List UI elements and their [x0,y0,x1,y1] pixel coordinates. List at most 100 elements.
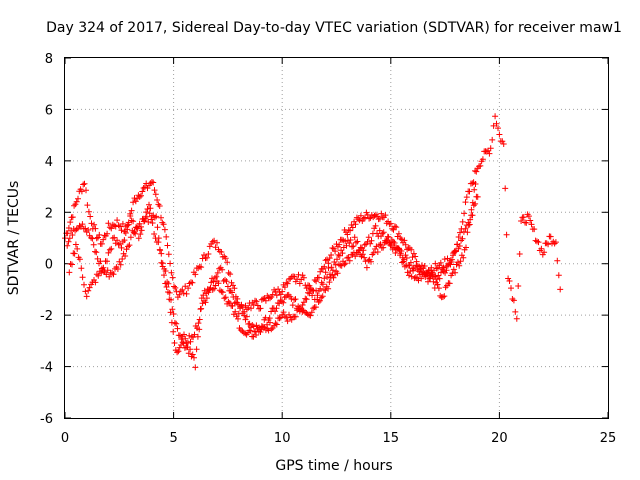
data-point [442,269,449,276]
data-point [454,241,460,248]
data-point [286,311,292,318]
data-point [397,235,404,242]
data-point [213,273,220,280]
data-point [92,225,99,232]
data-point [186,280,193,287]
data-point [130,218,137,225]
chart-title: Day 324 of 2017, Sidereal Day-to-day VTE… [46,20,622,36]
data-point [307,286,314,293]
data-point [165,251,172,258]
data-point [310,305,317,312]
data-point [183,290,190,297]
data-point [457,258,464,265]
data-point [335,251,342,258]
data-point [365,234,372,241]
y-tick-label: -4 [40,361,53,376]
data-point [276,315,283,322]
data-point [130,199,137,206]
data-point [305,289,311,296]
data-point [273,305,280,312]
data-point [353,239,359,246]
data-point [388,242,395,248]
data-point [352,221,359,228]
data-point [248,305,254,312]
data-point [137,231,144,238]
data-point [269,291,276,298]
data-point [119,256,126,262]
data-point [374,230,380,237]
data-point [315,274,322,281]
data-point [69,261,75,268]
data-point [302,295,309,302]
data-point [329,267,336,274]
data-point [329,245,336,251]
x-tick-label: 15 [383,431,400,446]
data-point [334,270,341,277]
data-point [327,271,333,278]
data-point [169,274,176,281]
data-point [219,266,226,273]
data-point [440,264,447,271]
data-point [194,333,201,340]
data-point [360,215,367,222]
data-point [300,299,307,306]
data-point [455,245,462,252]
data-point [409,254,416,261]
data-point [171,283,177,290]
data-point [66,235,73,242]
data-point [196,326,203,333]
y-tick-label: 6 [45,103,53,118]
data-point [500,141,507,147]
data-point [465,222,472,228]
data-point [196,316,203,323]
data-point [359,251,366,258]
data-point [179,333,186,340]
data-point [250,323,257,330]
data-point [408,246,415,253]
data-point [390,226,397,233]
data-point [122,230,129,236]
x-tick-label: 10 [274,431,291,446]
data-point [355,247,362,254]
data-point [284,280,291,287]
data-point [288,316,295,323]
data-point [186,332,193,339]
data-point [469,199,476,206]
data-point [426,275,433,282]
data-point [382,212,389,219]
data-point [75,195,81,202]
data-point [448,259,455,265]
data-point [352,253,359,260]
data-point [535,239,542,246]
data-point [342,238,349,245]
data-point [510,297,517,304]
data-point [493,120,500,127]
data-point [242,330,249,337]
data-point [420,271,427,278]
y-axis-label: SDTVAR / TECUs [6,181,22,296]
data-point [347,237,354,243]
data-point [435,272,442,279]
data-point [430,278,437,285]
data-point [126,242,133,249]
data-point [262,297,269,304]
data-point [173,320,180,327]
data-point [403,262,410,269]
data-point [123,246,130,253]
data-point [461,210,468,217]
data-point [188,279,194,286]
data-point [65,238,72,245]
data-point [192,364,199,371]
data-point [138,227,145,234]
data-point [222,255,229,262]
data-point [380,244,387,251]
data-point [211,285,218,292]
data-point [402,241,409,248]
data-point [105,220,112,227]
data-point [66,269,73,276]
data-point [118,244,125,251]
y-tick-label: -2 [40,309,53,324]
data-point [78,188,85,195]
data-point [219,289,226,296]
data-point [304,311,311,318]
